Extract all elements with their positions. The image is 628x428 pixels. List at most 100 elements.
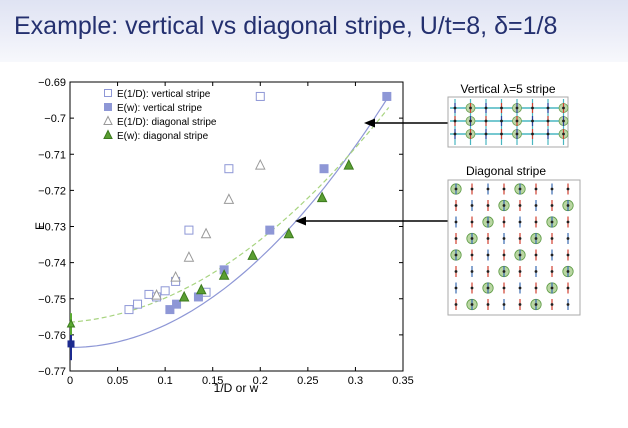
y-tick-label-5: −0.74 [38,258,66,270]
d-site-2-3 [486,237,490,240]
point-s1-6 [382,91,392,101]
d-site-3-1 [502,204,506,207]
x-tick-label-3: 0.15 [202,375,223,387]
x-tick-label-5: 0.25 [297,375,318,387]
y-tick-label-8: −0.77 [38,366,66,378]
d-site-4-6 [518,286,522,290]
point-s1-1 [172,299,182,309]
vertical-panel-title: Vertical λ=5 stripe [460,82,555,96]
d-site-7-1 [566,204,570,207]
d-site-7-5 [566,270,570,273]
d-site-7-4 [566,253,570,257]
data-markers [66,91,392,361]
v-site-1-2 [469,132,472,136]
annotation-arrows [295,118,448,226]
v-site-5-0 [531,106,534,110]
point-s3-6 [343,158,355,170]
y-tick-label-3: −0.72 [38,185,66,197]
vertical-lattice [450,99,569,145]
v-site-0-0 [453,106,457,110]
d-site-3-0 [502,187,506,191]
v-site-2-0 [484,106,488,110]
y-tick-label-0: −0.69 [38,77,66,89]
d-site-1-6 [470,286,474,290]
legend-marker-2 [103,115,113,125]
point-s2-2 [183,251,195,262]
y-tick-label-6: −0.75 [38,294,66,306]
d-site-0-0 [454,187,458,191]
d-site-3-6 [502,286,506,290]
v-site-7-2 [562,132,565,136]
y-axis-label: E [33,222,47,230]
point-s1-4 [265,225,275,235]
d-site-4-7 [518,303,522,306]
x-tick-label-6: 0.3 [348,375,363,387]
legend-marker-3 [103,129,113,139]
d-site-7-3 [566,237,570,240]
v-site-3-2 [500,132,503,136]
d-site-5-5 [534,270,538,273]
d-site-1-1 [470,204,474,207]
d-site-1-5 [470,270,474,273]
x-tick-label-7: 0.35 [392,375,413,387]
extrapolated-point-0 [67,340,75,348]
legend-label-0: E(1/D): vertical stripe [117,89,211,100]
diagonal-stripe-panel: Diagonal stripe [447,164,581,316]
d-site-0-5 [454,270,458,273]
d-site-2-0 [486,187,490,191]
point-s0-0 [124,305,134,315]
point-s3-3 [247,249,258,260]
d-site-2-7 [486,303,490,306]
v-site-2-1 [484,119,488,123]
legend-markers [103,89,113,139]
d-site-4-4 [518,253,522,257]
d-site-6-2 [550,220,554,224]
d-site-5-2 [534,220,538,224]
d-site-2-1 [486,204,490,207]
x-tick-label-2: 0.1 [157,375,172,387]
arrow-diagonal-head [295,216,306,226]
v-site-4-0 [515,106,519,110]
d-site-3-2 [502,220,506,224]
d-site-6-1 [550,204,554,207]
point-s3-0 [178,290,190,302]
v-site-0-1 [453,119,457,123]
plot-frame [69,81,404,372]
d-site-1-3 [470,237,474,240]
d-site-0-7 [454,303,458,306]
d-site-7-6 [566,286,570,290]
d-site-3-7 [502,303,506,306]
v-site-6-2 [546,132,550,136]
d-site-0-3 [454,237,458,240]
d-site-6-0 [550,187,554,191]
point-s2-0 [151,289,162,300]
y-tick-label-4: −0.73 [38,222,66,234]
d-site-4-0 [518,187,522,191]
v-site-0-2 [453,132,457,136]
fit-curve-0 [69,95,390,349]
axis-ticks: 0 0.05 0.1 0.15 0.2 0.25 0.3 0.35 −0.69 −0.7 −0.71… [38,77,414,387]
d-site-0-4 [454,253,458,257]
x-tick-label-0: 0 [67,375,73,387]
point-s0-4 [160,286,170,296]
arrow-vertical-head [364,118,375,128]
d-site-2-5 [486,270,490,273]
d-site-5-7 [534,303,538,306]
point-s3-5 [316,191,328,203]
v-site-7-1 [562,119,565,123]
y-tick-label-1: −0.7 [44,113,66,125]
legend-label-3: E(w): diagonal stripe [117,131,209,142]
legend-marker-0 [104,89,112,97]
point-s3-1 [195,283,207,295]
d-site-0-1 [454,204,458,207]
d-site-4-2 [518,220,522,224]
legend-label-2: E(1/D): diagonal stripe [117,117,217,128]
point-s0-6 [184,225,194,235]
point-s3-2 [218,269,230,280]
d-site-0-6 [454,286,458,290]
point-s0-8 [224,164,234,174]
v-site-6-1 [546,119,550,123]
legend: E(1/D): vertical stripe E(w): vertical s… [103,89,217,142]
point-s2-3 [200,227,212,239]
